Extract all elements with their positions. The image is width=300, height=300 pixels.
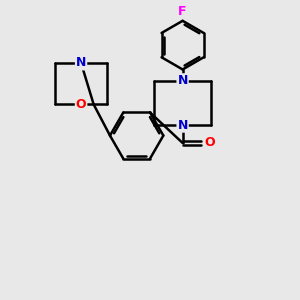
Text: N: N — [177, 74, 188, 87]
Text: F: F — [178, 5, 187, 18]
Text: O: O — [205, 136, 215, 149]
Text: N: N — [177, 119, 188, 132]
Text: O: O — [76, 98, 86, 111]
Text: N: N — [76, 56, 86, 69]
